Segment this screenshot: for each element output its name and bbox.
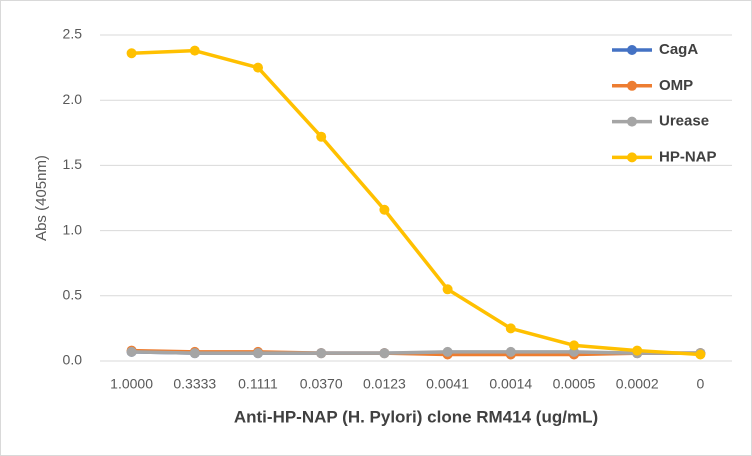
y-tick-label: 2.0 <box>63 91 83 107</box>
x-tick-label: 0.0005 <box>553 376 596 392</box>
data-point <box>569 340 579 351</box>
legend-marker <box>627 80 637 91</box>
data-point <box>316 131 327 142</box>
x-tick-label: 0.0370 <box>300 376 343 392</box>
data-point <box>379 348 390 359</box>
legend-label: CagA <box>659 41 698 58</box>
y-tick-label: 0.5 <box>63 287 83 303</box>
data-point <box>189 45 200 56</box>
y-tick-label: 0.0 <box>63 352 83 368</box>
x-tick-label: 0.0002 <box>616 376 659 392</box>
data-point <box>253 348 263 359</box>
data-point <box>442 346 453 357</box>
x-tick-label: 1.0000 <box>110 376 153 392</box>
data-point <box>632 345 643 356</box>
legend-marker <box>627 116 637 127</box>
data-point <box>253 62 263 73</box>
x-tick-label: 0.0123 <box>363 376 406 392</box>
y-axis-title: Abs (405nm) <box>33 155 50 241</box>
series-line <box>131 48 701 357</box>
legend-label: HP-NAP <box>659 148 717 165</box>
data-point <box>379 204 390 215</box>
legend-label: Urease <box>659 113 709 130</box>
data-point <box>126 48 137 59</box>
x-tick-label: 0.0014 <box>489 376 532 392</box>
x-tick-label: 0.3333 <box>173 376 216 392</box>
data-point <box>126 346 137 357</box>
data-point <box>189 348 200 359</box>
data-point <box>316 348 327 359</box>
y-tick-label: 2.5 <box>63 26 83 42</box>
legend-label: OMP <box>659 77 693 94</box>
series-line <box>131 350 701 355</box>
x-tick-label: 0.1111 <box>238 376 278 392</box>
x-tick-label: 0 <box>697 376 705 392</box>
data-point <box>505 346 516 357</box>
legend-marker <box>627 45 637 55</box>
data-point <box>505 323 516 334</box>
x-tick-label: 0.0041 <box>426 376 469 392</box>
data-point <box>442 284 453 295</box>
data-point <box>695 349 706 360</box>
x-axis-title: Anti-HP-NAP (H. Pylori) clone RM414 (ug/… <box>234 407 598 426</box>
legend-marker <box>627 152 637 163</box>
y-tick-label: 1.0 <box>63 221 83 237</box>
y-tick-label: 1.5 <box>63 156 83 172</box>
